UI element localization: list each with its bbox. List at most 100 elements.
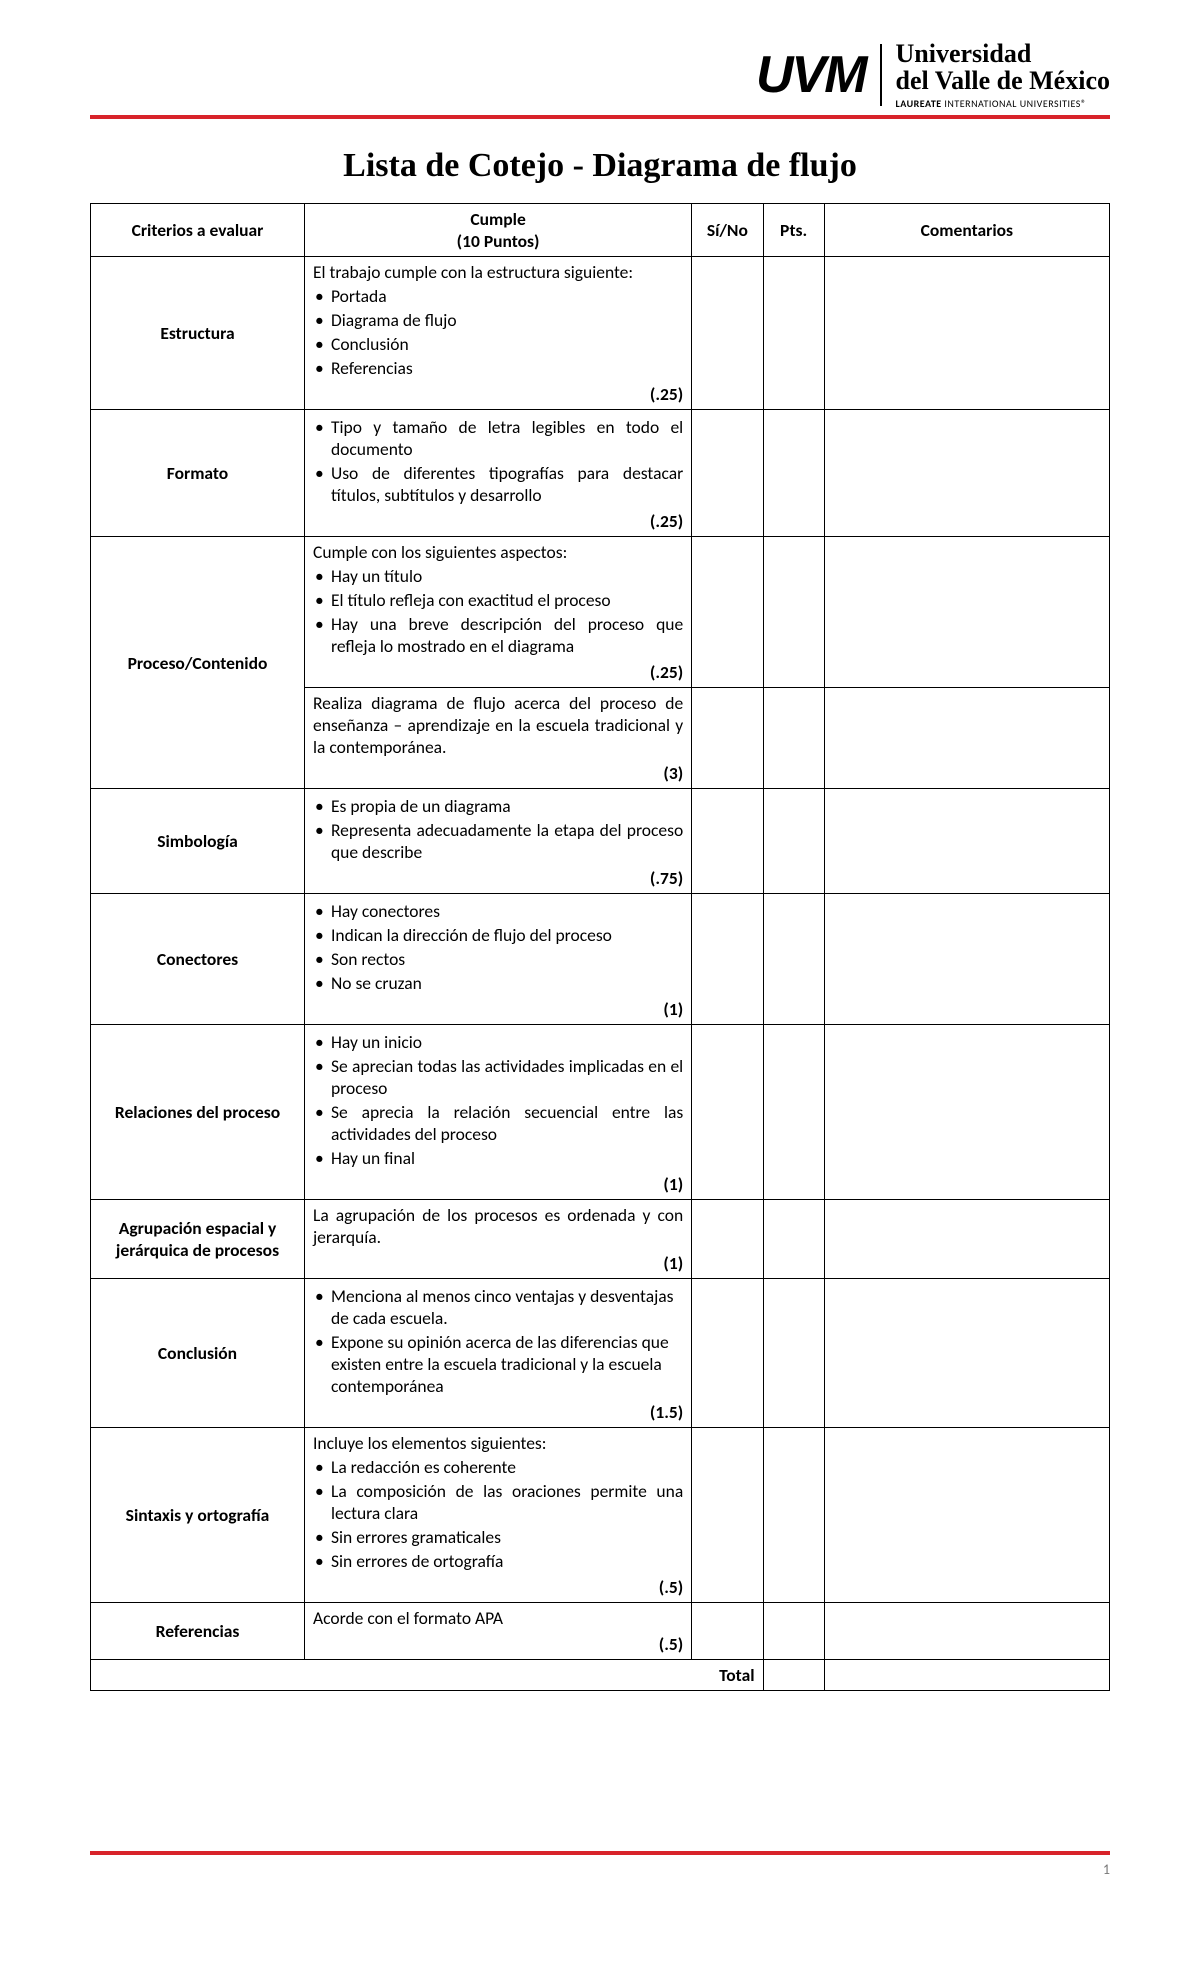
cell-criterio: Sintaxis y ortografía — [91, 1428, 305, 1603]
cell-pts — [763, 537, 824, 688]
bullet-item: No se cruzan — [313, 972, 683, 994]
cell-comentarios — [824, 410, 1109, 537]
points-value: (.75) — [313, 867, 683, 889]
uni-line-2: del Valle de México — [896, 67, 1110, 94]
bullet-item: La composición de las oraciones permite … — [313, 1480, 683, 1524]
cell-sino — [692, 1603, 763, 1660]
cell-pts — [763, 688, 824, 789]
bullet-item: Hay conectores — [313, 900, 683, 922]
bullet-item: Se aprecian todas las actividades implic… — [313, 1055, 683, 1099]
cell-comentarios — [824, 1200, 1109, 1279]
cell-sino — [692, 894, 763, 1025]
bullet-item: La redacción es coherente — [313, 1456, 683, 1478]
points-value: (1.5) — [313, 1401, 683, 1423]
cell-sino — [692, 1279, 763, 1428]
points-value: (.25) — [313, 383, 683, 405]
uni-subtitle: LAUREATE INTERNATIONAL UNIVERSITIES® — [896, 99, 1110, 110]
cumple-bullets: PortadaDiagrama de flujoConclusiónRefere… — [313, 285, 683, 379]
col-header-cumple: Cumple(10 Puntos) — [304, 204, 691, 257]
cell-cumple: Es propia de un diagramaRepresenta adecu… — [304, 789, 691, 894]
cell-comentarios — [824, 1025, 1109, 1200]
cumple-bullets: Es propia de un diagramaRepresenta adecu… — [313, 795, 683, 863]
table-row: Relaciones del procesoHay un inicioSe ap… — [91, 1025, 1110, 1200]
cell-cumple: Acorde con el formato APA (.5) — [304, 1603, 691, 1660]
bullet-item: Sin errores de ortografía — [313, 1550, 683, 1572]
cell-cumple: La agrupación de los procesos es ordenad… — [304, 1200, 691, 1279]
bullet-item: Referencias — [313, 357, 683, 379]
cell-pts — [763, 789, 824, 894]
cell-pts — [763, 257, 824, 410]
bullet-item: Hay un título — [313, 565, 683, 587]
points-value: (1) — [313, 1173, 683, 1195]
cell-criterio: Relaciones del proceso — [91, 1025, 305, 1200]
total-comentarios — [824, 1660, 1109, 1691]
cell-cumple: Incluye los elementos siguientes:La reda… — [304, 1428, 691, 1603]
cell-comentarios — [824, 789, 1109, 894]
cell-sino — [692, 1025, 763, 1200]
cumple-intro: El trabajo cumple con la estructura sigu… — [313, 261, 683, 283]
cell-pts — [763, 1025, 824, 1200]
table-row: ConectoresHay conectoresIndican la direc… — [91, 894, 1110, 1025]
cell-comentarios — [824, 537, 1109, 688]
cumple-bullets: Hay conectoresIndican la dirección de fl… — [313, 900, 683, 994]
cell-sino — [692, 410, 763, 537]
cell-comentarios — [824, 688, 1109, 789]
cell-cumple: El trabajo cumple con la estructura sigu… — [304, 257, 691, 410]
bullet-item: Expone su opinión acerca de las diferenc… — [313, 1331, 683, 1397]
cumple-text: Acorde con el formato APA — [313, 1607, 683, 1629]
table-row: ReferenciasAcorde con el formato APA(.5) — [91, 1603, 1110, 1660]
bullet-item: Menciona al menos cinco ventajas y desve… — [313, 1285, 683, 1329]
cell-comentarios — [824, 1603, 1109, 1660]
col-header-comentarios: Comentarios — [824, 204, 1109, 257]
university-name-block: Universidad del Valle de México LAUREATE… — [896, 40, 1110, 109]
cell-cumple: Hay conectoresIndican la dirección de fl… — [304, 894, 691, 1025]
bullet-item: Representa adecuadamente la etapa del pr… — [313, 819, 683, 863]
cell-cumple: Hay un inicioSe aprecian todas las activ… — [304, 1025, 691, 1200]
col-header-criterios: Criterios a evaluar — [91, 204, 305, 257]
cell-sino — [692, 257, 763, 410]
points-value: (.25) — [313, 661, 683, 683]
bullet-item: Uso de diferentes tipografías para desta… — [313, 462, 683, 506]
cell-criterio: Agrupación espacial y jerárquica de proc… — [91, 1200, 305, 1279]
header-red-bar — [90, 115, 1110, 119]
page-header: UVM Universidad del Valle de México LAUR… — [90, 40, 1110, 109]
cell-criterio: Conectores — [91, 894, 305, 1025]
cell-criterio: Formato — [91, 410, 305, 537]
bullet-item: Sin errores gramaticales — [313, 1526, 683, 1548]
cumple-bullets: Hay un títuloEl título refleja con exact… — [313, 565, 683, 657]
bullet-item: Portada — [313, 285, 683, 307]
table-header-row: Criterios a evaluar Cumple(10 Puntos) Sí… — [91, 204, 1110, 257]
col-header-sino: Sí/No — [692, 204, 763, 257]
cell-cumple: Cumple con los siguientes aspectos:Hay u… — [304, 537, 691, 688]
cell-cumple: Realiza diagrama de flujo acerca del pro… — [304, 688, 691, 789]
bullet-item: Hay un inicio — [313, 1031, 683, 1053]
bullet-item: Hay un final — [313, 1147, 683, 1169]
cell-pts — [763, 1428, 824, 1603]
cell-comentarios — [824, 1428, 1109, 1603]
table-row: Proceso/ContenidoCumple con los siguient… — [91, 537, 1110, 688]
cell-pts — [763, 1279, 824, 1428]
cell-comentarios — [824, 257, 1109, 410]
points-value: (1) — [313, 1252, 683, 1274]
cumple-text: Realiza diagrama de flujo acerca del pro… — [313, 692, 683, 758]
cumple-bullets: Hay un inicioSe aprecian todas las activ… — [313, 1031, 683, 1169]
cell-criterio: Estructura — [91, 257, 305, 410]
cumple-bullets: Menciona al menos cinco ventajas y desve… — [313, 1285, 683, 1397]
bullet-item: Tipo y tamaño de letra legibles en todo … — [313, 416, 683, 460]
bullet-item: Hay una breve descripción del proceso qu… — [313, 613, 683, 657]
bullet-item: Indican la dirección de flujo del proces… — [313, 924, 683, 946]
uvm-logo: UVM — [756, 45, 866, 105]
bullet-item: Conclusión — [313, 333, 683, 355]
cell-comentarios — [824, 894, 1109, 1025]
table-row: Estructura El trabajo cumple con la estru… — [91, 257, 1110, 410]
cell-sino — [692, 688, 763, 789]
table-total-row: Total — [91, 1660, 1110, 1691]
cell-sino — [692, 1200, 763, 1279]
points-value: (.5) — [313, 1633, 683, 1655]
points-value: (.5) — [313, 1576, 683, 1598]
table-row: Sintaxis y ortografíaIncluye los element… — [91, 1428, 1110, 1603]
bullet-item: Es propia de un diagrama — [313, 795, 683, 817]
cumple-intro: Incluye los elementos siguientes: — [313, 1432, 683, 1454]
points-value: (1) — [313, 998, 683, 1020]
cell-sino — [692, 1428, 763, 1603]
